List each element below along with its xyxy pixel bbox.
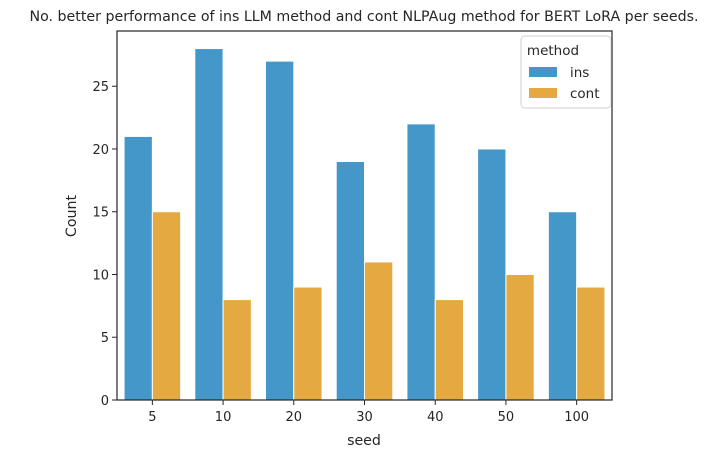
x-tick-label: 30 [356, 410, 373, 425]
bar-ins-50 [477, 148, 507, 401]
legend-label-cont: cont [570, 86, 600, 102]
x-tick-label: 5 [148, 410, 156, 425]
legend: method ins cont [520, 35, 612, 109]
plot-area: 0 5 10 15 20 25 5 10 20 30 40 50 100 [92, 30, 613, 425]
x-tick-label: 40 [427, 410, 444, 425]
x-tick-label: 100 [564, 410, 589, 425]
y-tick-label: 20 [92, 143, 109, 158]
legend-swatch-cont [529, 88, 557, 98]
y-tick-label: 0 [101, 394, 109, 409]
bar-ins-100 [547, 211, 578, 401]
legend-swatch-ins [529, 67, 557, 77]
bar-cont-100 [576, 286, 606, 401]
axes-frame [116, 30, 613, 401]
legend-label-ins: ins [570, 65, 589, 81]
x-tick-label: 10 [215, 410, 232, 425]
bar-cont-5 [151, 211, 182, 401]
y-axis-label: Count [64, 195, 80, 238]
bar-cont-40 [434, 299, 464, 401]
bar-ins-40 [406, 123, 436, 401]
y-tick-label: 25 [92, 80, 109, 95]
x-tick-label: 50 [498, 410, 515, 425]
bar-ins-30 [335, 161, 365, 401]
bar-ins-20 [265, 60, 295, 401]
bar-cont-50 [505, 273, 535, 401]
bar-ins-10 [194, 48, 224, 401]
x-axis-label: seed [347, 433, 381, 449]
y-tick-label: 5 [101, 331, 109, 346]
y-tick-label: 15 [92, 206, 109, 221]
y-tick-label: 10 [92, 268, 109, 283]
legend-title: method [527, 43, 579, 59]
bar-cont-20 [293, 286, 323, 401]
bar-cont-10 [222, 299, 252, 401]
x-tick-label: 20 [286, 410, 303, 425]
chart-title: No. better performance of ins LLM method… [29, 9, 698, 25]
bar-cont-30 [364, 261, 394, 401]
bar-ins-5 [123, 135, 153, 401]
